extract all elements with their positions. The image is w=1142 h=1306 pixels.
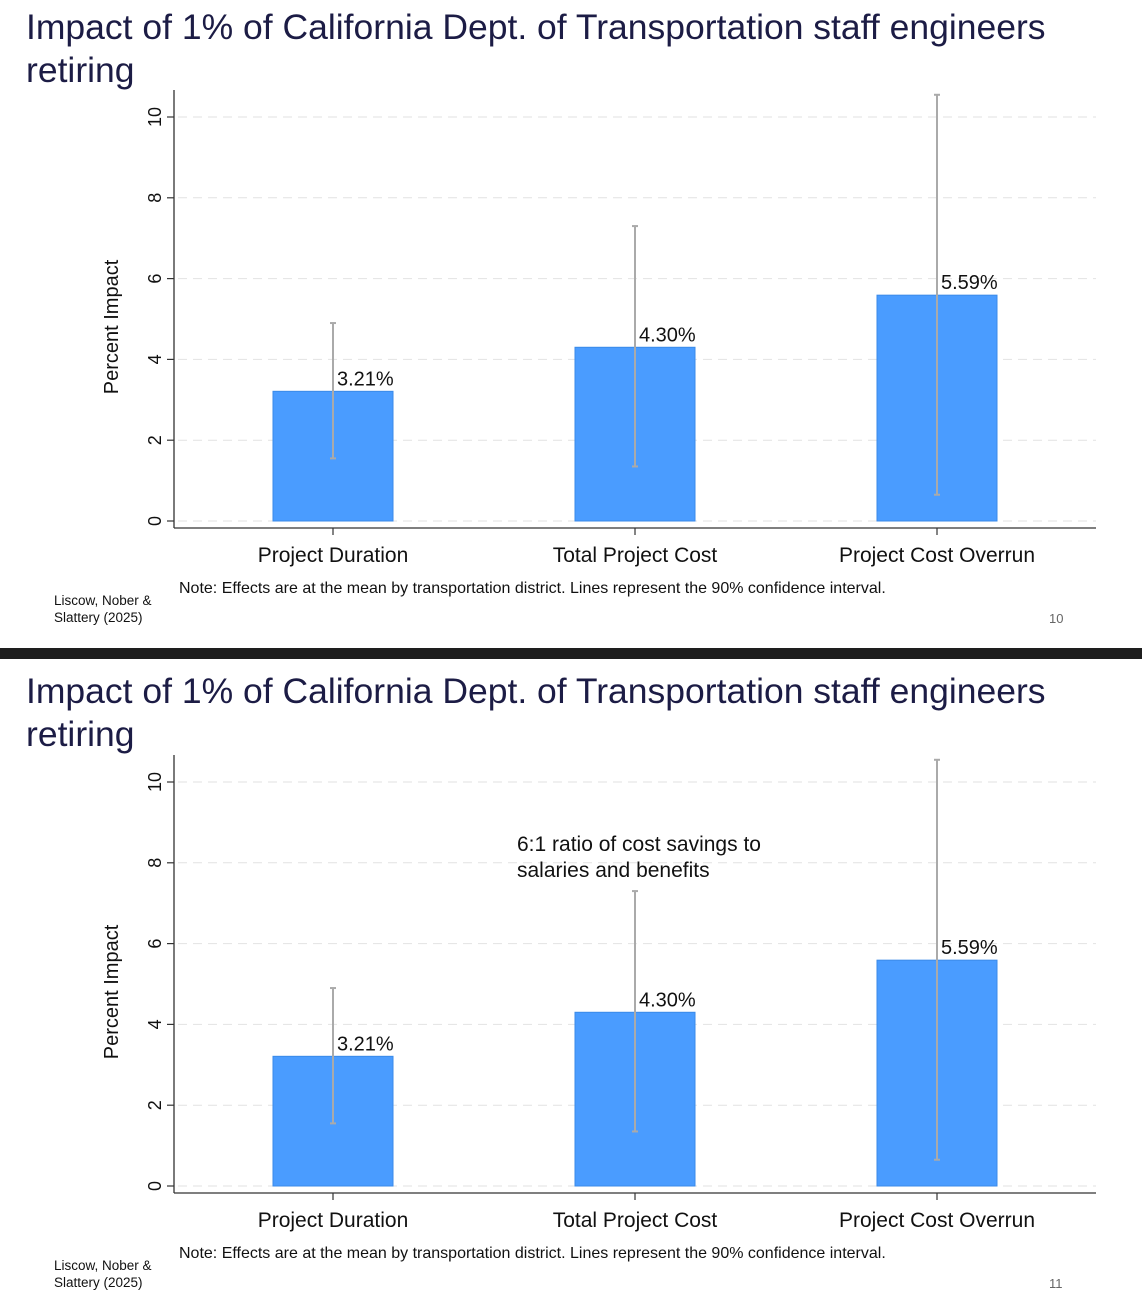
- slide-divider: [0, 648, 1142, 659]
- x-tick-label: Project Duration: [258, 1209, 409, 1232]
- y-tick-label: 10: [145, 772, 165, 792]
- y-tick-label: 2: [145, 1100, 165, 1110]
- slide-10: Impact of 1% of California Dept. of Tran…: [0, 0, 1142, 648]
- y-tick-label: 4: [145, 354, 165, 364]
- chart-note: Note: Effects are at the mean by transpo…: [179, 580, 886, 597]
- chart-note: Note: Effects are at the mean by transpo…: [179, 1245, 886, 1262]
- citation: Liscow, Nober & Slattery (2025): [54, 593, 152, 625]
- x-tick-label: Project Cost Overrun: [839, 544, 1035, 567]
- page-number: 11: [1049, 1276, 1063, 1291]
- y-tick-label: 10: [145, 107, 165, 127]
- x-tick-label: Total Project Cost: [553, 544, 718, 567]
- y-tick-label: 6: [145, 274, 165, 284]
- slide-11: Impact of 1% of California Dept. of Tran…: [0, 659, 1142, 1306]
- value-label: 3.21%: [337, 1033, 394, 1055]
- y-axis-title: Percent Impact: [101, 924, 123, 1059]
- y-tick-label: 8: [145, 858, 165, 868]
- y-tick-label: 6: [145, 939, 165, 949]
- y-tick-label: 2: [145, 435, 165, 445]
- y-tick-label: 8: [145, 193, 165, 203]
- slide-title: Impact of 1% of California Dept. of Tran…: [26, 7, 1046, 90]
- page-number: 10: [1049, 611, 1064, 626]
- chart-annotation: 6:1 ratio of cost savings to salaries an…: [517, 833, 761, 882]
- value-label: 4.30%: [639, 989, 696, 1011]
- y-tick-label: 0: [145, 516, 165, 526]
- x-tick-label: Project Cost Overrun: [839, 1209, 1035, 1232]
- value-label: 5.59%: [941, 272, 998, 294]
- y-tick-label: 4: [145, 1019, 165, 1029]
- x-tick-label: Project Duration: [258, 544, 409, 567]
- value-label: 5.59%: [941, 937, 998, 959]
- citation: Liscow, Nober & Slattery (2025): [54, 1258, 152, 1290]
- value-label: 3.21%: [337, 368, 394, 390]
- slide-title: Impact of 1% of California Dept. of Tran…: [26, 671, 1046, 754]
- y-axis-title: Percent Impact: [101, 259, 123, 394]
- bar-chart: 0 2 4 6 8 10 Percent Impact 3.21% Project Durati…: [101, 90, 1096, 567]
- x-tick-label: Total Project Cost: [553, 1209, 718, 1232]
- bar-chart: 0 2 4 6 8 10 Percent Impact 3.21% Project Durati…: [101, 755, 1096, 1232]
- y-tick-label: 0: [145, 1181, 165, 1191]
- value-label: 4.30%: [639, 324, 696, 346]
